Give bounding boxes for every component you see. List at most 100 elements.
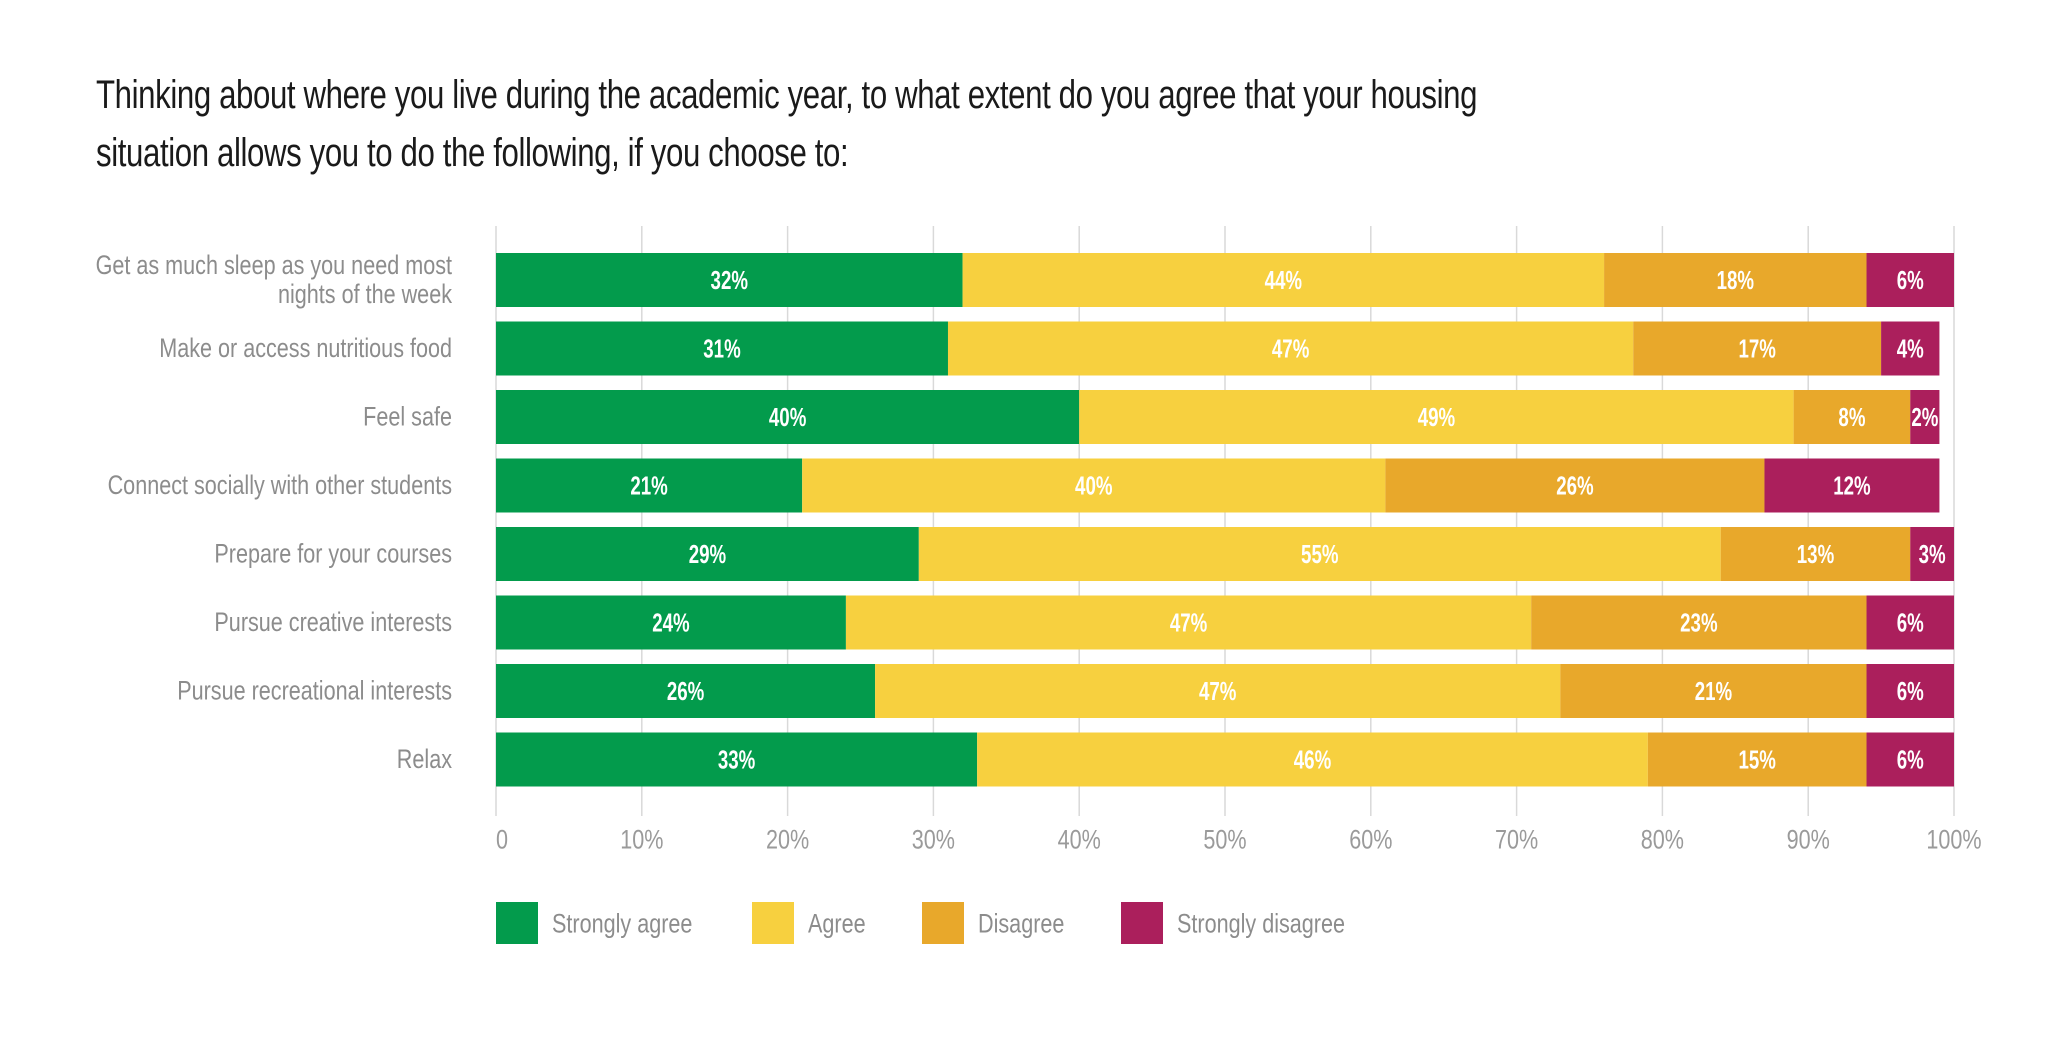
data-label: 49% [1418, 402, 1455, 432]
data-label: 31% [703, 334, 740, 364]
legend-label: Agree [808, 909, 866, 939]
data-label: 33% [718, 745, 755, 775]
bar-segment [1910, 390, 1940, 444]
data-label: 29% [689, 539, 726, 569]
x-tick-label: 60% [1349, 825, 1392, 855]
x-tick-label: 0 [496, 825, 508, 855]
data-label: 47% [1272, 334, 1309, 364]
x-tick-label: 90% [1787, 825, 1830, 855]
data-label: 26% [667, 676, 704, 706]
category-labels: Get as much sleep as you need mostnights… [96, 251, 453, 775]
legend-swatch [752, 902, 794, 944]
category-label: Get as much sleep as you need most [96, 251, 453, 281]
data-label: 6% [1897, 608, 1924, 638]
legend-swatch [496, 902, 538, 944]
x-axis-ticks: 0 10% 20% 30% 40% 50% 60% 70% 80% 90% 100% [496, 825, 1982, 855]
bar-segment [1793, 390, 1911, 444]
bar-segment [1633, 321, 1882, 376]
bar-segment [947, 321, 1634, 376]
data-label: 3% [1919, 539, 1946, 569]
data-label: 6% [1897, 745, 1924, 775]
bar-segment [918, 527, 1721, 581]
data-label: 6% [1897, 676, 1924, 706]
data-label: 12% [1833, 471, 1870, 501]
data-label: 21% [1695, 676, 1732, 706]
category-label: nights of the week [278, 280, 453, 310]
x-tick-label: 100% [1926, 825, 1981, 855]
bar-segment [1560, 664, 1867, 718]
bar-segment [1881, 321, 1940, 376]
x-tick-label: 50% [1203, 825, 1246, 855]
category-label: Make or access nutritious food [159, 334, 452, 364]
bar-segment [1866, 253, 1954, 307]
data-label: 21% [630, 471, 667, 501]
x-tick-label: 10% [620, 825, 663, 855]
bar-segment [496, 253, 963, 307]
bar-segment [496, 732, 978, 787]
data-label: 44% [1265, 265, 1302, 295]
bar-segment [977, 732, 1648, 787]
chart-title: Thinking about where you live during the… [96, 73, 1478, 175]
x-tick-label: 20% [766, 825, 809, 855]
bar-segment [845, 595, 1532, 650]
gridlines [495, 226, 1955, 816]
x-tick-label: 30% [912, 825, 955, 855]
bar-segment [496, 664, 876, 718]
bar-segment [496, 321, 948, 376]
data-label: 17% [1738, 334, 1775, 364]
bar-segment [1531, 595, 1867, 650]
category-label: Relax [397, 745, 452, 775]
data-label: 26% [1556, 471, 1593, 501]
legend-label: Strongly disagree [1177, 909, 1345, 939]
bars [496, 253, 1954, 787]
data-labels: 32% 44% 18% 6% 31% 47% 17% 4% 40% 49% 8% 2% 21% 40% 26… [630, 265, 1945, 774]
bar-segment [1866, 595, 1954, 650]
bar-segment [496, 527, 919, 581]
data-label: 47% [1170, 608, 1207, 638]
legend-label: Strongly agree [552, 909, 692, 939]
bar-segment [1866, 664, 1954, 718]
data-label: 15% [1738, 745, 1775, 775]
data-label: 4% [1897, 334, 1924, 364]
bar-segment [1720, 527, 1911, 581]
data-label: 32% [711, 265, 748, 295]
category-label: Pursue creative interests [214, 608, 452, 638]
category-label: Prepare for your courses [214, 539, 452, 569]
bar-segment [1764, 458, 1940, 513]
data-label: 40% [769, 402, 806, 432]
bar-segment [496, 390, 1080, 444]
category-label: Pursue recreational interests [177, 676, 452, 706]
data-label: 40% [1075, 471, 1112, 501]
bar-segment [1647, 732, 1867, 787]
data-label: 23% [1680, 608, 1717, 638]
data-label: 55% [1301, 539, 1338, 569]
bar-segment [1866, 732, 1954, 787]
legend-swatch [1121, 902, 1163, 944]
bar-segment [802, 458, 1386, 513]
data-label: 47% [1199, 676, 1236, 706]
legend-swatch [922, 902, 964, 944]
bar-segment [496, 595, 846, 650]
bar-segment [875, 664, 1561, 718]
data-label: 18% [1717, 265, 1754, 295]
bar-segment [1079, 390, 1794, 444]
data-label: 6% [1897, 265, 1924, 295]
x-tick-label: 40% [1058, 825, 1101, 855]
bar-segment [962, 253, 1605, 307]
x-tick-label: 80% [1641, 825, 1684, 855]
bar-segment [1910, 527, 1954, 581]
category-label: Connect socially with other students [108, 471, 452, 501]
x-tick-label: 70% [1495, 825, 1538, 855]
data-label: 46% [1294, 745, 1331, 775]
data-label: 8% [1838, 402, 1865, 432]
bar-segment [1385, 458, 1765, 513]
legend: Strongly agree Agree Disagree Strongly disa… [496, 902, 1345, 944]
category-label: Feel safe [363, 402, 452, 432]
data-label: 13% [1797, 539, 1834, 569]
legend-label: Disagree [978, 909, 1064, 939]
data-label: 2% [1911, 402, 1938, 432]
data-label: 24% [652, 608, 689, 638]
bar-segment [1604, 253, 1867, 307]
bar-segment [496, 458, 803, 513]
